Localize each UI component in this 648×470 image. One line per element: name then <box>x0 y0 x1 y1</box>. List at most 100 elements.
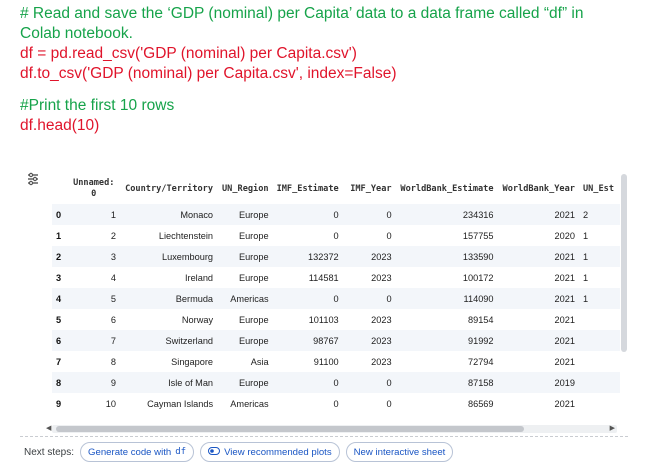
table-cell-un-est: 1 <box>578 246 620 267</box>
table-cell-region: Americas <box>230 398 269 409</box>
table-cell-country: Singapore <box>171 356 214 367</box>
new-interactive-sheet-button[interactable]: New interactive sheet <box>345 442 454 462</box>
chart-icon <box>208 446 221 458</box>
table-cell-region: Americas <box>217 288 273 309</box>
divider <box>20 436 628 437</box>
row-index: 5 <box>56 314 62 325</box>
table-cell-country: Isle of Man <box>119 372 218 393</box>
table-cell-unnamed: 6 <box>110 314 116 325</box>
column-header-wb-estimate[interactable]: WorldBank_Estimate <box>400 184 494 194</box>
scroll-left-icon[interactable]: ◀ <box>46 425 52 432</box>
column-header-country[interactable]: Country/Territory <box>125 184 214 194</box>
row-index: 4 <box>52 288 68 309</box>
table-cell-wb-year: 2021 <box>497 288 579 309</box>
table-cell-country: Liechtenstein <box>158 230 214 241</box>
table-cell-wb-year: 2021 <box>554 356 575 367</box>
table-cell-imf-estimate: 0 <box>333 230 339 241</box>
table-row: 8 9 Isle of Man Europe 0 0 87158 2019 <box>52 372 620 393</box>
table-cell-imf-year: 0 <box>342 372 396 393</box>
table-row: 6 7 Switzerland Europe 98767 2023 91992 2021 <box>52 330 620 351</box>
table-row: 7 8 Singapore Asia 91100 2023 72794 2021 <box>52 351 620 372</box>
table-cell-un-est: 2 <box>578 204 620 225</box>
column-header-un-estimate[interactable]: UN_Est <box>582 184 614 194</box>
row-index: 6 <box>52 330 68 351</box>
table-cell-un-est: 1 <box>582 230 589 241</box>
table-row: 9 10 Cayman Islands Americas 0 0 86569 2021 <box>52 393 620 414</box>
code-comment-line: Colab notebook. <box>20 25 133 42</box>
column-header-unnamed[interactable]: Unnamed: 0 <box>68 174 120 204</box>
table-cell-un-est <box>578 372 620 393</box>
column-header-label: 0 <box>91 189 97 199</box>
dataframe-table: Unnamed: 0 Country/Territory UN_Region I… <box>52 174 620 414</box>
table-cell-unnamed: 3 <box>67 246 120 267</box>
table-cell-imf-year: 2023 <box>371 272 392 283</box>
table-cell-imf-estimate: 0 <box>272 372 343 393</box>
table-cell-imf-estimate: 101103 <box>308 314 339 325</box>
output-options-icon[interactable] <box>26 172 40 186</box>
view-recommended-plots-label: View recommended plots <box>224 446 332 458</box>
generate-code-label: Generate code with <box>88 446 172 458</box>
table-cell-imf-estimate: 98767 <box>272 330 343 351</box>
horizontal-scrollbar[interactable]: ◀ ▶ <box>46 425 617 433</box>
table-cell-unnamed: 1 <box>67 204 120 225</box>
generate-code-button[interactable]: Generate code with df <box>80 442 195 462</box>
scrollbar-thumb[interactable] <box>56 426 524 432</box>
table-cell-unnamed: 8 <box>110 356 116 367</box>
table-cell-country: Cayman Islands <box>147 398 214 409</box>
table-cell-imf-estimate: 0 <box>272 204 343 225</box>
table-cell-imf-year: 0 <box>386 230 392 241</box>
dataframe-output[interactable]: Unnamed: 0 Country/Territory UN_Region I… <box>52 174 620 424</box>
table-cell-wb-estimate: 87158 <box>395 372 498 393</box>
table-cell-region: Europe <box>217 372 273 393</box>
table-cell-region: Europe <box>217 204 273 225</box>
table-cell-un-est: 1 <box>582 272 589 283</box>
row-index: 7 <box>56 356 62 367</box>
row-index: 0 <box>52 204 68 225</box>
code-cell[interactable]: # Read and save the ‘GDP (nominal) per C… <box>20 4 640 136</box>
table-cell-wb-year: 2021 <box>554 398 575 409</box>
table-row: 3 4 Ireland Europe 114581 2023 100172 2021 1 <box>52 267 620 288</box>
table-cell-region: Asia <box>250 356 269 367</box>
table-cell-unnamed: 2 <box>110 230 116 241</box>
table-cell-imf-estimate: 132372 <box>272 246 343 267</box>
table-header-row: Unnamed: 0 Country/Territory UN_Region I… <box>52 174 620 204</box>
table-row: 4 5 Bermuda Americas 0 0 114090 2021 1 <box>52 288 620 309</box>
next-steps-label: Next steps: <box>24 446 75 458</box>
table-cell-country: Ireland <box>184 272 214 283</box>
table-cell-wb-year: 2020 <box>554 230 575 241</box>
table-row: 1 2 Liechtenstein Europe 0 0 157755 2020 1 <box>52 225 620 246</box>
table-cell-region: Europe <box>238 272 269 283</box>
column-header-region[interactable]: UN_Region <box>222 184 269 194</box>
table-cell-wb-year: 2019 <box>497 372 579 393</box>
scroll-right-icon[interactable]: ▶ <box>609 425 615 432</box>
column-header-wb-year[interactable]: WorldBank_Year <box>502 184 575 194</box>
column-header-imf-year[interactable]: IMF_Year <box>350 184 392 194</box>
table-cell-wb-year: 2021 <box>497 204 579 225</box>
table-cell-wb-estimate: 133590 <box>395 246 498 267</box>
table-cell-un-est <box>579 309 620 330</box>
table-row: 0 1 Monaco Europe 0 0 234316 2021 2 <box>52 204 620 225</box>
table-cell-imf-year: 0 <box>342 204 396 225</box>
column-header-imf-estimate[interactable]: IMF_Estimate <box>276 184 339 194</box>
table-cell-wb-estimate: 91992 <box>395 330 498 351</box>
row-index: 3 <box>56 272 62 283</box>
table-cell-wb-year: 2021 <box>554 314 575 325</box>
row-index: 9 <box>56 398 62 409</box>
table-cell-imf-estimate: 0 <box>333 398 339 409</box>
next-steps-bar: Next steps: Generate code with df View r… <box>24 442 454 462</box>
index-header <box>52 174 68 204</box>
view-recommended-plots-button[interactable]: View recommended plots <box>200 442 340 462</box>
table-cell-wb-year: 2021 <box>497 330 579 351</box>
table-cell-wb-estimate: 72794 <box>467 356 494 367</box>
table-cell-imf-estimate: 91100 <box>313 356 339 367</box>
generate-code-variable: df <box>175 447 187 457</box>
vertical-scrollbar[interactable] <box>621 174 627 352</box>
table-cell-country: Monaco <box>119 204 218 225</box>
code-line: df.head(10) <box>20 117 100 134</box>
table-cell-unnamed: 10 <box>105 398 116 409</box>
table-cell-wb-estimate: 89154 <box>467 314 494 325</box>
table-cell-wb-estimate: 157755 <box>462 230 494 241</box>
table-cell-wb-estimate: 114090 <box>395 288 498 309</box>
table-cell-unnamed: 7 <box>67 330 120 351</box>
table-cell-region: Europe <box>217 246 273 267</box>
